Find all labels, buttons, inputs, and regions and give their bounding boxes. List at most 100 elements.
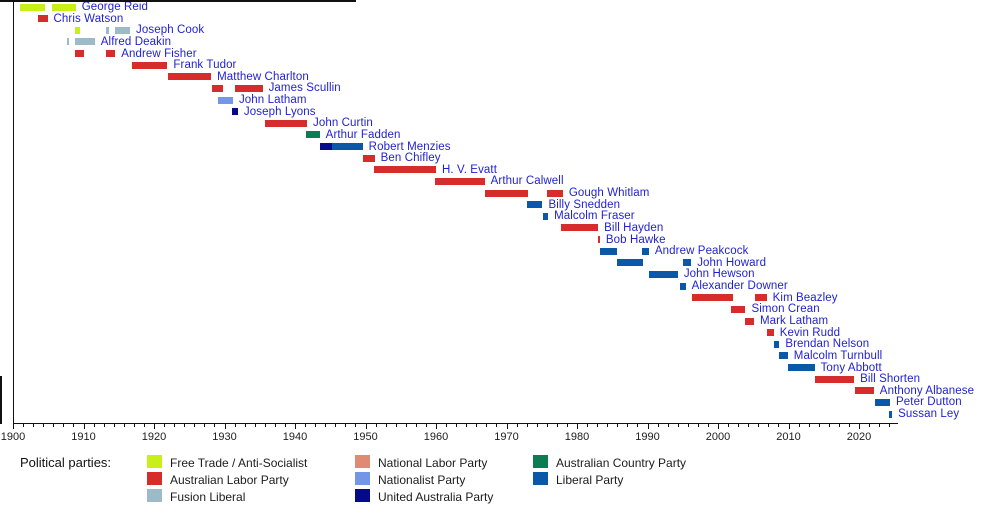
axis-minor-tick [657, 423, 659, 427]
timeline-bar [305, 131, 320, 139]
timeline-bar [691, 294, 733, 302]
timeline-bar [75, 38, 95, 46]
timeline-bar [679, 282, 686, 290]
axis-minor-tick [244, 423, 246, 427]
timeline-bar [37, 15, 48, 23]
leader-name-label: John Howard [697, 256, 767, 269]
timeline-bar [682, 259, 692, 267]
leader-name-label: John Hewson [683, 268, 755, 281]
y-axis-spine [13, 0, 15, 424]
axis-minor-tick [335, 423, 337, 427]
axis-minor-tick [677, 423, 679, 427]
timeline-bar [319, 143, 332, 151]
axis-major-tick [295, 423, 296, 429]
axis-major-tick [436, 423, 437, 429]
axis-minor-tick [254, 423, 256, 427]
axis-minor-tick [184, 423, 186, 427]
axis-minor-tick [848, 423, 850, 427]
axis-minor-tick [687, 423, 689, 427]
leader-name-label: Mark Latham [759, 315, 829, 327]
axis-minor-tick [194, 423, 196, 427]
axis-minor-tick [476, 423, 478, 427]
leader-name-label: Andrew Peakcock [654, 245, 749, 258]
leader-name-label: Billy Snedden [548, 198, 621, 211]
leader-name-label: Sussan Ley [898, 408, 960, 421]
axis-minor-tick [456, 423, 458, 427]
axis-minor-tick [526, 423, 528, 427]
timeline-bar [874, 398, 890, 406]
axis-minor-tick [808, 423, 810, 427]
leader-name-label: Gough Whitlam [568, 187, 650, 200]
axis-tick-label: 1930 [212, 431, 237, 443]
axis-minor-tick [446, 423, 448, 427]
axis-major-tick [83, 423, 85, 429]
leader-name-label: Joseph Cook [136, 24, 205, 37]
leader-name-label: George Reid [81, 1, 149, 13]
axis-major-tick [224, 423, 226, 429]
leader-name-label: James Scullin [268, 82, 341, 95]
legend-color-swatch [147, 489, 162, 502]
leader-name-label: Simon Crean [751, 303, 820, 316]
axis-minor-tick [73, 423, 75, 427]
axis-minor-tick [23, 423, 25, 427]
axis-major-tick [718, 423, 719, 429]
axis-minor-tick [818, 423, 820, 427]
axis-minor-tick [879, 423, 881, 427]
axis-minor-tick [546, 423, 548, 427]
timeline-bar [66, 38, 69, 46]
axis-minor-tick [869, 423, 871, 427]
timeline-bar [434, 177, 485, 185]
timeline-bar [373, 166, 436, 174]
leader-name-label: Arthur Calwell [490, 175, 564, 188]
timeline-bar [641, 247, 649, 255]
axis-minor-tick [53, 423, 55, 427]
legend-party-label: Australian Country Party [556, 456, 687, 470]
leader-name-label: Peter Dutton [896, 396, 962, 409]
axis-minor-tick [607, 423, 609, 427]
axis-tick-label: 1980 [564, 431, 590, 443]
timeline-bar [561, 224, 599, 232]
axis-minor-tick [536, 423, 538, 427]
legend-heading: Political parties: [20, 455, 112, 470]
timeline-bar [779, 352, 788, 360]
timeline-bar [218, 96, 233, 104]
axis-minor-tick [496, 423, 498, 427]
axis-minor-tick [274, 423, 276, 427]
axis-major-tick [154, 423, 155, 429]
leader-name-label: Frank Tudor [173, 59, 237, 72]
leader-name-label: Matthew Charlton [217, 70, 309, 83]
axis-minor-tick [768, 423, 770, 427]
x-axis-baseline [13, 423, 898, 425]
axis-tick-label: 1950 [353, 431, 378, 443]
axis-major-tick [788, 423, 790, 429]
axis-minor-tick [385, 423, 387, 427]
timeline-bar [168, 73, 212, 81]
timeline-bar [599, 247, 618, 255]
axis-minor-tick [375, 423, 377, 427]
leader-name-label: H. V. Evatt [442, 163, 498, 176]
legend-color-swatch [355, 455, 370, 468]
timeline-bar [773, 340, 780, 348]
axis-minor-tick [425, 423, 427, 427]
legend-color-swatch [355, 489, 370, 502]
axis-tick-label: 1900 [0, 431, 26, 443]
timeline-bar [617, 259, 643, 267]
axis-minor-tick [466, 423, 468, 427]
timeline-bar [232, 108, 238, 116]
leader-name-label: Arthur Fadden [325, 128, 401, 141]
timeline-bar [331, 143, 363, 151]
axis-minor-tick [284, 423, 286, 427]
leader-name-label: Kim Beazley [772, 291, 838, 304]
axis-minor-tick [587, 423, 589, 427]
legend-color-swatch [147, 455, 162, 468]
axis-minor-tick [325, 423, 327, 427]
axis-minor-tick [345, 423, 347, 427]
leader-name-label: Brendan Nelson [785, 338, 870, 351]
axis-minor-tick [486, 423, 488, 427]
axis-minor-tick [113, 423, 115, 427]
axis-major-tick [647, 423, 649, 429]
axis-tick-label: 1970 [494, 431, 519, 443]
timeline-bar [75, 50, 85, 58]
top-border-line [0, 0, 356, 2]
axis-tick-label: 1990 [635, 431, 660, 443]
